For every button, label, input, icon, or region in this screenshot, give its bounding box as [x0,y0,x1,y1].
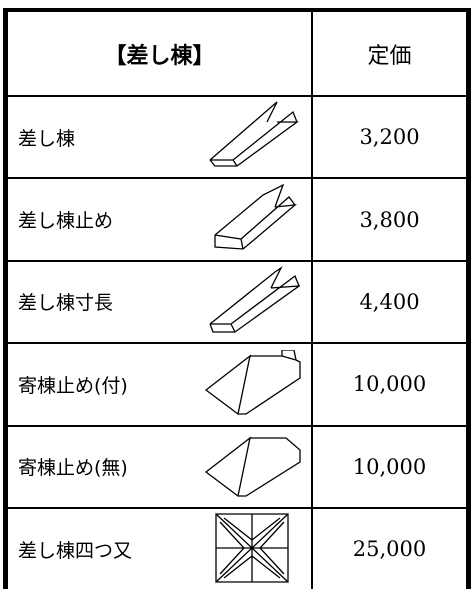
icon [204,436,301,497]
divider [311,8,313,589]
row-line [8,259,466,262]
icon [209,266,300,333]
item-name: 差し棟止め [18,210,114,233]
row-line [8,342,466,345]
icon [209,101,299,167]
row-line [8,177,466,180]
header-cell: 定価 [367,43,412,69]
price: 25,000 [352,537,427,562]
row-line [8,424,466,427]
icon [214,183,298,250]
item-name: 寄棟止め(無) [18,457,128,480]
icon [215,513,289,583]
item-name: 差し棟寸長 [18,292,114,315]
price: 3,800 [359,207,420,232]
icon [204,350,301,415]
item-name: 寄棟止め(付) [18,374,128,397]
border [3,8,471,12]
item-name: 差し棟 [18,127,76,150]
price: 4,400 [359,289,420,314]
border [3,8,8,589]
row-line [8,95,466,97]
price: 3,200 [359,125,420,150]
row-line [8,507,466,509]
header-cell: 【差し棟】 [104,42,215,69]
price: 10,000 [352,454,427,479]
item-name: 差し棟四つ又 [18,539,133,562]
price: 10,000 [352,372,427,397]
border [466,8,471,589]
